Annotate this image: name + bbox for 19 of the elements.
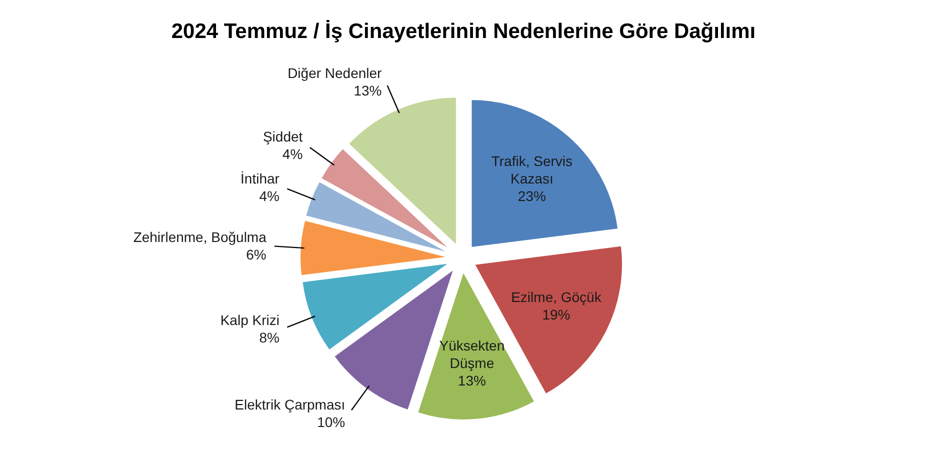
- data-label: 6%: [246, 246, 266, 263]
- slice-label: Yüksekten Düşme: [439, 338, 505, 372]
- slice-label: Elektrik Çarpması: [234, 396, 346, 412]
- chart-title: 2024 Temmuz / İş Cinayetlerinin Nedenlerine Göre Dağılımı: [171, 20, 756, 43]
- data-label: 23%: [518, 188, 546, 204]
- data-label: 8%: [259, 329, 280, 346]
- slice-label: Kalp Krizi: [220, 312, 280, 328]
- slice-label: Diğer Nedenler: [288, 64, 382, 81]
- slice-label: Ezilme, Göçük: [511, 289, 602, 306]
- slice-label: Şiddet: [262, 128, 303, 144]
- slice-label: Zehirlenme, Boğulma: [133, 229, 267, 246]
- data-label: 13%: [354, 82, 382, 98]
- data-label: 4%: [259, 188, 280, 204]
- data-label: 10%: [317, 414, 346, 430]
- slice-label: Trafik, Servis Kazası: [491, 153, 573, 187]
- slice-label: İntihar: [240, 170, 280, 186]
- data-label: 4%: [282, 146, 303, 162]
- data-label: 13%: [458, 372, 486, 389]
- data-label: 19%: [542, 306, 570, 323]
